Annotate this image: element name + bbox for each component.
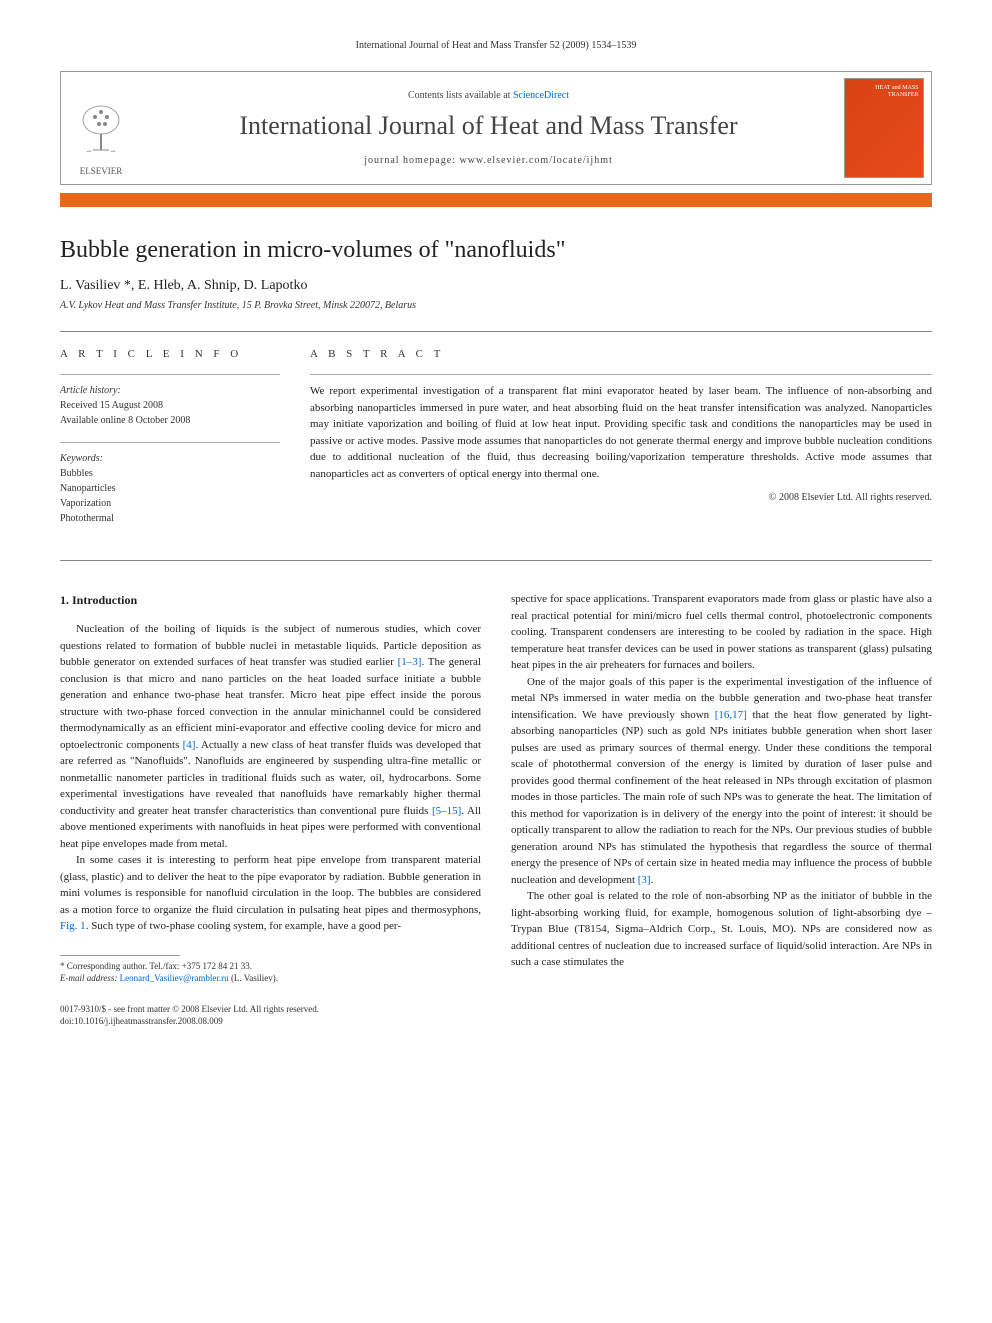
journal-homepage: journal homepage: www.elsevier.com/locat… <box>364 155 613 166</box>
citation-ref[interactable]: [1–3] <box>398 656 422 668</box>
doi-line: doi:10.1016/j.ijheatmasstransfer.2008.08… <box>60 1015 932 1028</box>
article-info-label: A R T I C L E I N F O <box>60 348 280 360</box>
keyword: Bubbles <box>60 466 280 481</box>
article-info-column: A R T I C L E I N F O Article history: R… <box>60 348 280 540</box>
citation-ref[interactable]: [4] <box>183 739 196 751</box>
homepage-url[interactable]: www.elsevier.com/locate/ijhmt <box>459 155 612 166</box>
keywords-block: Keywords: Bubbles Nanoparticles Vaporiza… <box>60 451 280 526</box>
citation-ref[interactable]: [5–15] <box>432 805 461 817</box>
authors-line: L. Vasiliev *, E. Hleb, A. Shnip, D. Lap… <box>60 278 932 294</box>
contents-available-line: Contents lists available at ScienceDirec… <box>408 90 569 101</box>
abstract-label: A B S T R A C T <box>310 348 932 360</box>
abstract-column: A B S T R A C T We report experimental i… <box>310 348 932 540</box>
email-label: E-mail address: <box>60 973 117 983</box>
body-paragraph: In some cases it is interesting to perfo… <box>60 852 481 935</box>
keywords-label: Keywords: <box>60 451 280 466</box>
citation-ref[interactable]: [3] <box>638 874 651 886</box>
article-history: Article history: Received 15 August 2008… <box>60 383 280 428</box>
cover-thumbnail-container: HEAT and MASS TRANSFER <box>836 72 931 184</box>
article-title: Bubble generation in micro-volumes of "n… <box>60 237 932 264</box>
accent-bar <box>60 193 932 207</box>
keyword: Vaporization <box>60 496 280 511</box>
body-paragraph: spective for space applications. Transpa… <box>511 591 932 674</box>
body-paragraph: The other goal is related to the role of… <box>511 888 932 971</box>
journal-title: International Journal of Heat and Mass T… <box>239 111 737 141</box>
divider <box>60 560 932 561</box>
contents-prefix: Contents lists available at <box>408 90 513 101</box>
info-abstract-row: A R T I C L E I N F O Article history: R… <box>60 332 932 560</box>
sciencedirect-link[interactable]: ScienceDirect <box>513 90 569 101</box>
running-header: International Journal of Heat and Mass T… <box>60 40 932 51</box>
keyword: Nanoparticles <box>60 481 280 496</box>
body-paragraph: Nucleation of the boiling of liquids is … <box>60 621 481 852</box>
page-footer: 0017-9310/$ - see front matter © 2008 El… <box>60 1003 932 1028</box>
body-right-column: spective for space applications. Transpa… <box>511 591 932 985</box>
publisher-block: ELSEVIER <box>61 72 141 184</box>
section-heading: 1. Introduction <box>60 591 481 609</box>
abstract-copyright: © 2008 Elsevier Ltd. All rights reserved… <box>310 492 932 503</box>
homepage-label: journal homepage: <box>364 155 459 166</box>
elsevier-tree-icon <box>71 102 131 162</box>
cover-thumb-text: HEAT and MASS TRANSFER <box>845 85 919 99</box>
body-left-column: 1. Introduction Nucleation of the boilin… <box>60 591 481 985</box>
journal-masthead: ELSEVIER Contents lists available at Sci… <box>60 71 932 185</box>
issn-line: 0017-9310/$ - see front matter © 2008 El… <box>60 1003 932 1016</box>
history-label: Article history: <box>60 383 280 398</box>
masthead-center: Contents lists available at ScienceDirec… <box>141 72 836 184</box>
keyword: Photothermal <box>60 511 280 526</box>
info-divider <box>60 442 280 443</box>
footnote-rule <box>60 955 180 956</box>
abstract-text: We report experimental investigation of … <box>310 383 932 482</box>
body-paragraph: One of the major goals of this paper is … <box>511 674 932 889</box>
journal-cover-thumbnail: HEAT and MASS TRANSFER <box>844 78 924 178</box>
corresponding-email[interactable]: Leonard_Vasiliev@rambler.ru <box>120 973 229 983</box>
abstract-divider <box>310 374 932 375</box>
publisher-name: ELSEVIER <box>80 166 123 176</box>
corresponding-author-footnote: * Corresponding author. Tel./fax: +375 1… <box>60 955 481 985</box>
info-divider <box>60 374 280 375</box>
affiliation-line: A.V. Lykov Heat and Mass Transfer Instit… <box>60 300 932 311</box>
online-date: Available online 8 October 2008 <box>60 413 280 428</box>
citation-ref[interactable]: [16,17] <box>715 709 747 721</box>
figure-ref[interactable]: Fig. 1 <box>60 920 86 932</box>
body-two-column: 1. Introduction Nucleation of the boilin… <box>60 591 932 985</box>
corresponding-line: * Corresponding author. Tel./fax: +375 1… <box>60 960 481 973</box>
received-date: Received 15 August 2008 <box>60 398 280 413</box>
email-suffix: (L. Vasiliev). <box>231 973 278 983</box>
